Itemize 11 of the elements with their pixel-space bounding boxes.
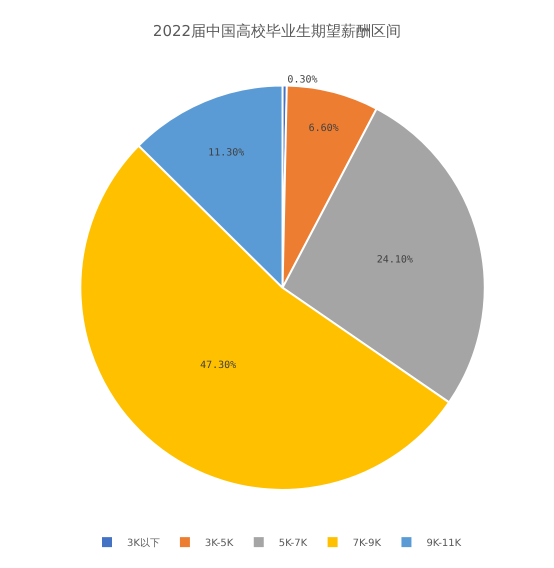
data-label: 6.60% — [308, 122, 339, 134]
data-label: 0.30% — [287, 74, 318, 86]
legend-label: 9K-11K — [426, 538, 462, 550]
data-label: 47.30% — [200, 360, 236, 372]
data-label: 24.10% — [376, 254, 413, 266]
legend-label: 3K-5K — [204, 538, 234, 550]
legend-label: 5K-7K — [278, 538, 308, 550]
legend-label: 3K以下 — [127, 537, 160, 550]
chart-title: 2022届中国高校毕业生期望薪酬区间 — [152, 22, 402, 40]
data-label: 11.30% — [208, 148, 244, 159]
legend-label: 7K-9K — [352, 538, 382, 550]
